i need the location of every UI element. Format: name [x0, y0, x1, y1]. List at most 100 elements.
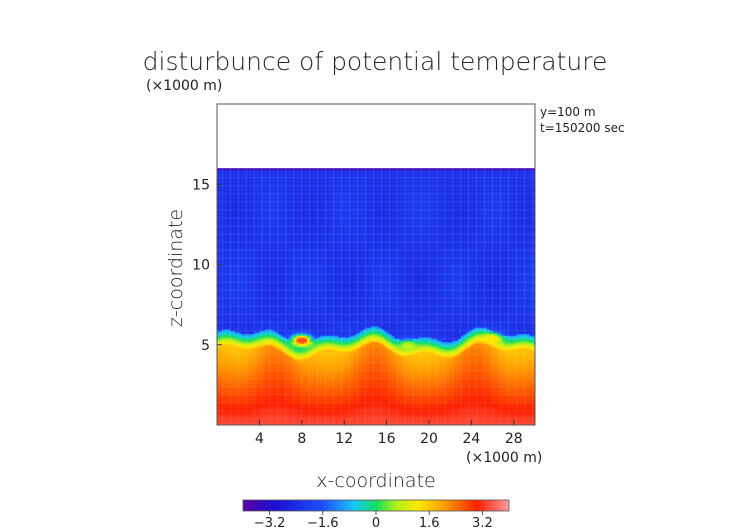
heatmap-cell [240, 206, 245, 209]
heatmap-cell [243, 227, 247, 230]
heatmap-cell [248, 317, 253, 320]
heatmap-cell [243, 317, 247, 320]
heatmap-cell [227, 420, 231, 423]
heatmap-cell [240, 413, 245, 416]
heatmap-cell [248, 269, 253, 272]
heatmap-cell [238, 420, 242, 423]
heatmap-cell [246, 320, 250, 323]
heatmap-cell [240, 421, 245, 424]
heatmap-cell [232, 185, 237, 189]
heatmap-cell [243, 189, 247, 192]
heatmap-cell [248, 421, 253, 424]
heatmap-cell [217, 389, 221, 392]
heatmap-cell [227, 240, 231, 243]
heatmap-cell [222, 270, 226, 274]
heatmap-cell [217, 208, 221, 211]
heatmap-cell [240, 418, 245, 421]
heatmap-cell [232, 229, 237, 232]
heatmap-cell [222, 185, 226, 189]
heatmap-cell [243, 173, 247, 176]
heatmap-cell [246, 267, 250, 270]
heatmap-cell [217, 240, 221, 243]
heatmap-cell [227, 278, 231, 282]
heatmap-cell [232, 351, 237, 354]
heatmap-cell [222, 397, 226, 400]
heatmap-cell [235, 312, 239, 315]
heatmap-cell [246, 296, 250, 299]
heatmap-cell [246, 243, 250, 246]
heatmap-cell [246, 272, 250, 275]
heatmap-cell [238, 399, 242, 402]
heatmap-cell [217, 266, 221, 269]
heatmap-cell [222, 201, 226, 205]
heatmap-cell [246, 307, 250, 311]
heatmap-cell [222, 416, 226, 420]
heatmap-cell [227, 272, 231, 275]
heatmap-cell [217, 176, 221, 179]
heatmap-cell [251, 402, 255, 405]
heatmap-cell [235, 219, 239, 222]
heatmap-cell [248, 293, 253, 296]
heatmap-cell [243, 285, 247, 288]
heatmap-cell [224, 205, 229, 208]
heatmap-cell [227, 347, 231, 351]
heatmap-cell [246, 245, 250, 248]
heatmap-cell [227, 189, 231, 192]
heatmap-cell [217, 407, 221, 410]
heatmap-cell [240, 389, 245, 392]
heatmap-cell [227, 383, 231, 386]
heatmap-cell [219, 323, 223, 327]
heatmap-cell [219, 351, 223, 354]
heatmap-cell [246, 189, 250, 192]
heatmap-cell [232, 336, 237, 339]
heatmap-cell [232, 251, 237, 254]
heatmap-cell [232, 267, 237, 270]
heatmap-cell [232, 365, 237, 368]
heatmap-cell [222, 336, 226, 339]
heatmap-cell [219, 381, 223, 384]
heatmap-cell [217, 376, 221, 380]
heatmap-cell [246, 301, 250, 304]
heatmap-cell [217, 349, 221, 352]
heatmap-cell [222, 365, 226, 368]
heatmap-cell [230, 250, 234, 253]
heatmap-cell [219, 343, 223, 346]
heatmap-cell [222, 315, 226, 319]
heatmap-cell [224, 360, 229, 364]
heatmap-cell [243, 392, 247, 396]
heatmap-cell [232, 394, 237, 397]
heatmap-cell [240, 242, 245, 245]
heatmap-cell [238, 250, 242, 253]
heatmap-cell [238, 315, 242, 319]
heatmap-cell [222, 399, 226, 402]
heatmap-cell [222, 171, 226, 174]
heatmap-cell [224, 184, 229, 187]
heatmap-cell [227, 407, 231, 410]
heatmap-cell [224, 173, 229, 176]
heatmap-cell [238, 216, 242, 219]
heatmap-cell [240, 294, 245, 298]
heatmap-cell [224, 209, 229, 213]
heatmap-cell [235, 315, 239, 319]
heatmap-cell [219, 296, 223, 299]
heatmap-cell [238, 357, 242, 360]
heatmap-cell [227, 296, 231, 299]
heatmap-cell [235, 314, 239, 317]
heatmap-cell [217, 380, 221, 383]
heatmap-cell [232, 299, 237, 303]
heatmap-cell [230, 243, 234, 246]
heatmap-cell [222, 360, 226, 364]
heatmap-cell [217, 290, 221, 293]
heatmap-cell [224, 397, 229, 400]
heatmap-cell [235, 277, 239, 280]
heatmap-cell [248, 381, 253, 384]
heatmap-cell [217, 203, 221, 206]
heatmap-cell [240, 315, 245, 319]
heatmap-cell [222, 261, 226, 264]
heatmap-cell [238, 381, 242, 384]
heatmap-cell [243, 365, 247, 368]
heatmap-cell [248, 400, 253, 404]
heatmap-cell [219, 303, 223, 306]
heatmap-cell [248, 275, 253, 278]
heatmap-cell [251, 389, 255, 392]
